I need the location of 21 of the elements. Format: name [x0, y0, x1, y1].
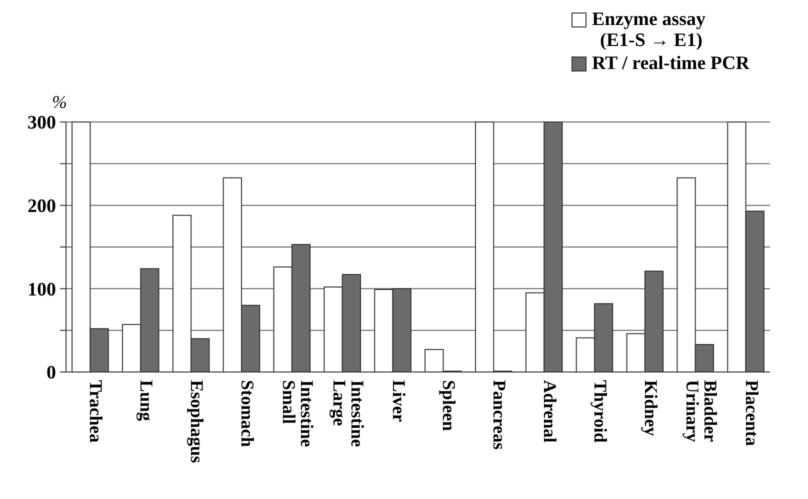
x-tick-label: Spleen	[439, 380, 460, 432]
x-tick-label: Liver	[388, 380, 409, 422]
x-tick-label: Esophagus	[187, 380, 208, 464]
x-tick-label: Large Intestine	[329, 380, 368, 448]
x-tick-label: Thyroid	[590, 380, 611, 443]
y-tick-label: 100	[28, 279, 56, 300]
x-tick-label: Small Intestine	[278, 380, 317, 448]
x-tick-label: Placenta	[742, 380, 762, 446]
x-tick-label: Stomach	[237, 380, 258, 447]
text: %	[52, 92, 67, 112]
y-tick-label: 300	[28, 112, 56, 134]
y-tick-label: 0	[46, 362, 56, 384]
legend-label: RT / real-time PCR	[592, 53, 750, 74]
x-tick-label: Trachea	[86, 380, 106, 443]
legend-label: Enzyme assay (E1-S → E1)	[592, 9, 706, 51]
x-tick-label: Lung	[136, 380, 157, 422]
y-tick-label: 200	[28, 196, 56, 217]
x-tick-label: Adrenal	[540, 380, 560, 443]
x-tick-label: Urinary Bladder	[682, 380, 720, 442]
x-tick-label: Kidney	[640, 380, 661, 436]
x-tick-label: Pancreas	[490, 380, 510, 450]
